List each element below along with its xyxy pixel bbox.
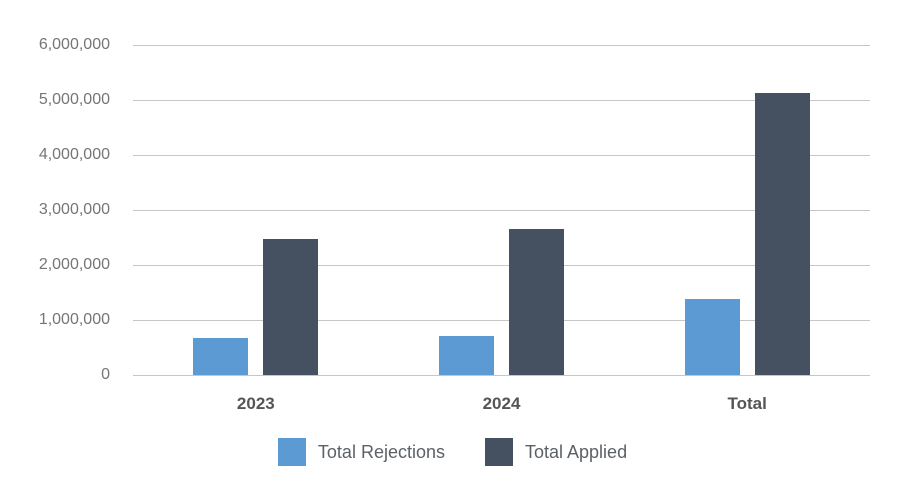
gridline-4-000-000 bbox=[133, 155, 870, 156]
gridline-0 bbox=[133, 375, 870, 376]
y-tick-label-2-000-000: 2,000,000 bbox=[38, 256, 110, 273]
legend-item-total-rejections[interactable]: Total Rejections bbox=[277, 438, 445, 466]
gridline-1-000-000 bbox=[133, 320, 870, 321]
y-tick-label-4-000-000: 4,000,000 bbox=[38, 146, 110, 163]
gridline-3-000-000 bbox=[133, 210, 870, 211]
y-tick-label-3-000-000: 3,000,000 bbox=[38, 201, 110, 218]
legend-swatch-total-applied bbox=[485, 438, 513, 466]
x-tick-label-2024: 2024 bbox=[482, 394, 521, 413]
bar-total-rejections-2024[interactable] bbox=[439, 335, 494, 375]
bar-total-applied-2023[interactable] bbox=[263, 238, 319, 375]
bar-total-rejections-total[interactable] bbox=[684, 299, 740, 375]
bar-total-applied-2024[interactable] bbox=[509, 229, 564, 375]
legend-swatch-total-rejections bbox=[277, 438, 306, 466]
gridline-2-000-000 bbox=[133, 265, 870, 266]
x-tick-label-2023: 2023 bbox=[236, 394, 275, 413]
y-tick-label-5-000-000: 5,000,000 bbox=[38, 91, 110, 108]
gridline-6-000-000 bbox=[133, 45, 870, 46]
legend: Total Rejections Total Applied bbox=[0, 438, 905, 466]
gridline-5-000-000 bbox=[133, 100, 870, 101]
bar-total-applied-total[interactable] bbox=[754, 92, 810, 375]
y-tick-label-1-000-000: 1,000,000 bbox=[38, 311, 110, 328]
y-tick-label-0: 0 bbox=[101, 366, 110, 383]
legend-label-total-applied: Total Applied bbox=[525, 441, 628, 462]
bar-total-rejections-2023[interactable] bbox=[193, 338, 249, 375]
x-tick-label-total: Total bbox=[727, 394, 767, 413]
y-tick-label-6-000-000: 6,000,000 bbox=[38, 36, 110, 53]
legend-item-total-applied[interactable]: Total Applied bbox=[485, 438, 627, 466]
legend-label-total-rejections: Total Rejections bbox=[317, 441, 445, 462]
